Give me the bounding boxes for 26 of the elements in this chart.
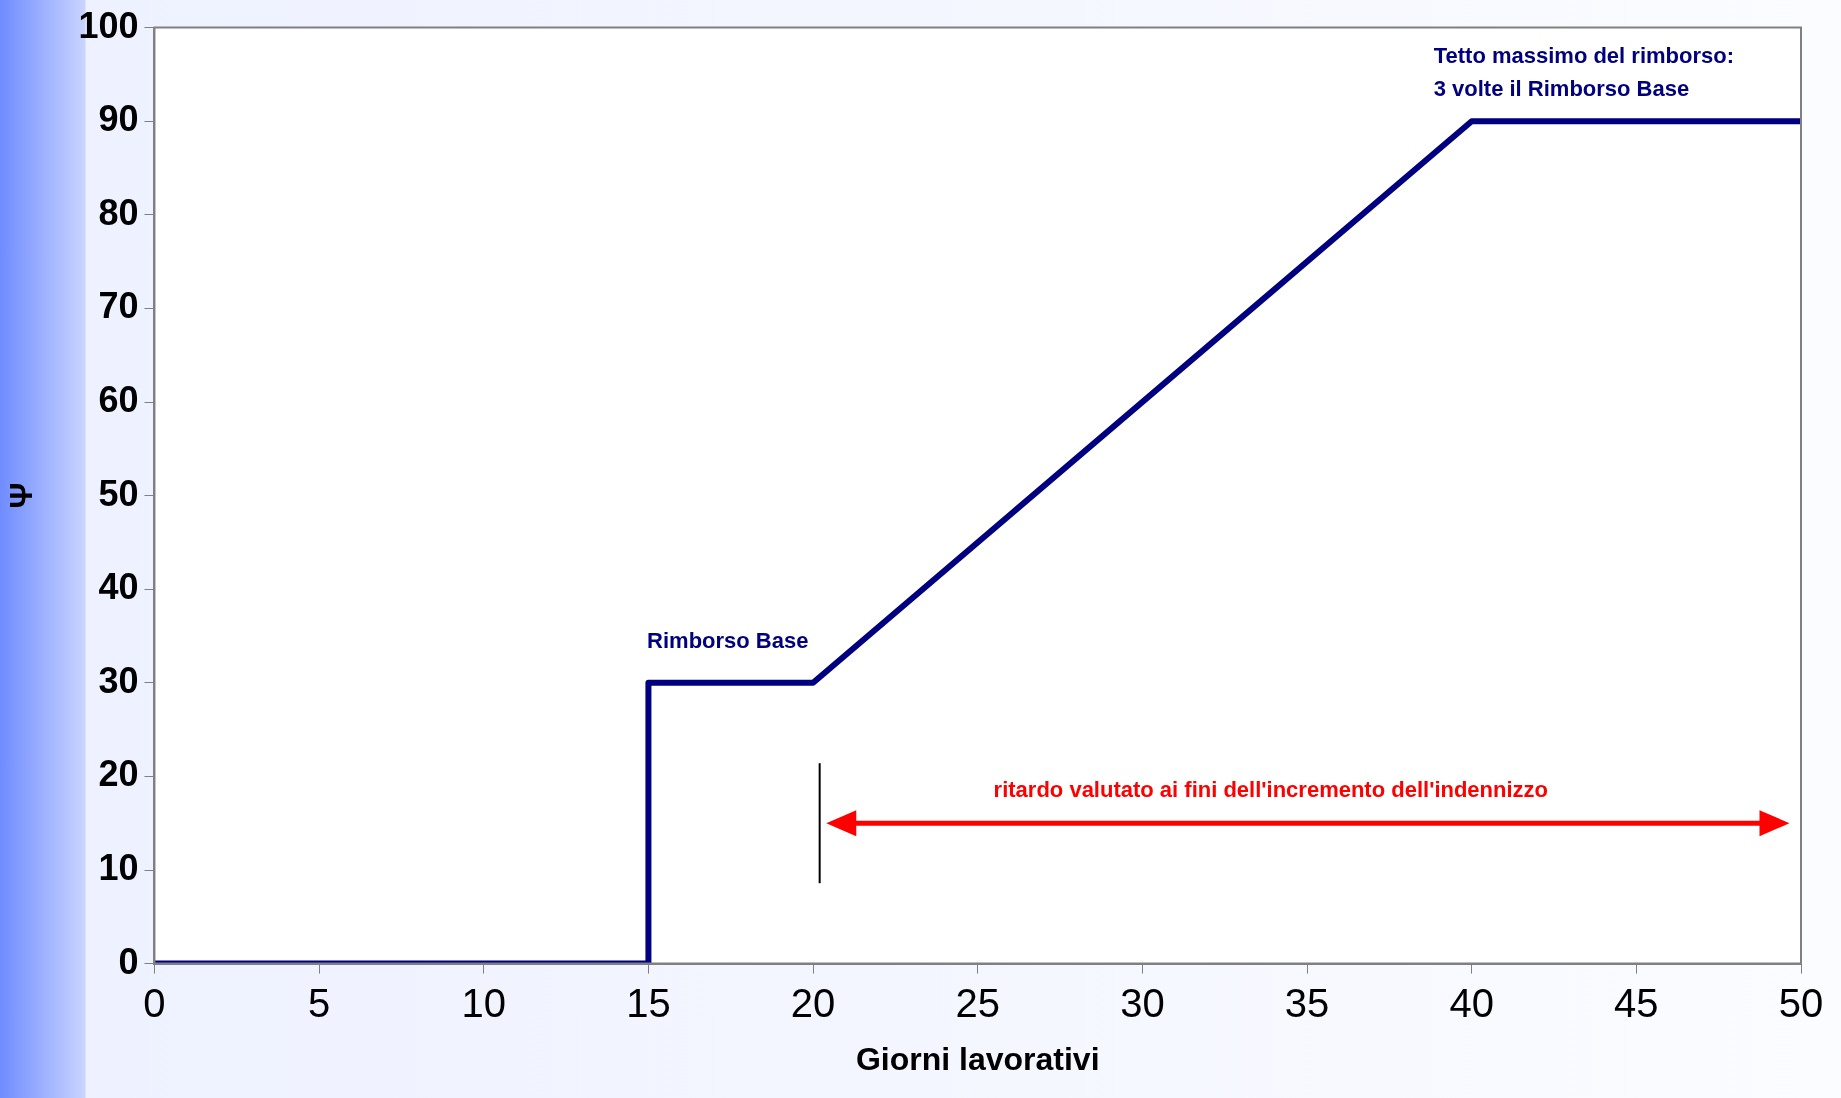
x-tick-label: 40 (1449, 980, 1494, 1025)
annotation: Rimborso Base (647, 627, 809, 653)
x-tick-label: 50 (1778, 980, 1824, 1025)
x-tick-label: 20 (790, 980, 836, 1025)
annotation: ritardo valutato ai fini dell'incremento dell'indennizzo (993, 776, 1549, 802)
x-tick-label: 15 (626, 980, 671, 1025)
x-tick-label: 5 (307, 980, 331, 1025)
x-tick-label: 25 (955, 980, 1000, 1025)
x-tick-label: 35 (1284, 980, 1330, 1025)
y-tick-label: 90 (98, 98, 139, 140)
y-tick-label: 60 (98, 378, 139, 420)
y-tick-label: 10 (98, 846, 139, 888)
y-tick-label: 70 (98, 285, 139, 327)
y-tick-label: 30 (98, 659, 139, 701)
y-tick-label: 20 (98, 753, 139, 795)
y-tick-label: 50 (98, 472, 139, 514)
y-tick-label: 80 (98, 191, 139, 233)
x-tick-label: 30 (1120, 980, 1165, 1025)
x-tick-label: 10 (461, 980, 507, 1025)
x-axis-title: Giorni lavorativi (855, 1040, 1100, 1077)
y-axis-title: Ψ (3, 482, 40, 509)
annotation: Tetto massimo del rimborso: 3 volte il Rimborso Base (1433, 43, 1735, 102)
y-tick-label: 40 (98, 566, 139, 608)
y-tick-label: 0 (118, 940, 139, 982)
x-tick-label: 45 (1614, 980, 1659, 1025)
y-tick-label: 100 (78, 4, 139, 46)
